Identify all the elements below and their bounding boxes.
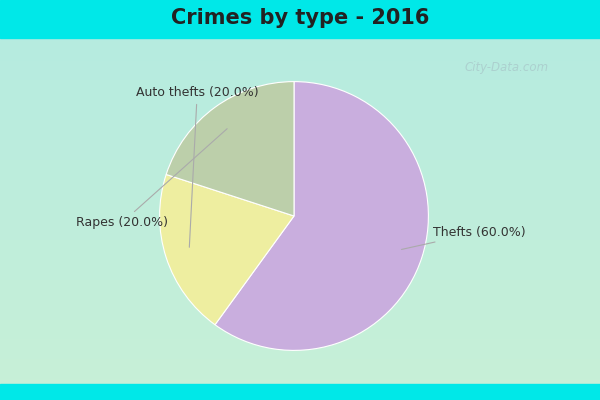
Text: Crimes by type - 2016: Crimes by type - 2016 [171,8,429,28]
Wedge shape [215,82,428,350]
Bar [0,384,600,400]
Text: Auto thefts (20.0%): Auto thefts (20.0%) [136,86,259,247]
Text: Thefts (60.0%): Thefts (60.0%) [401,226,526,250]
Wedge shape [166,82,294,216]
Bar [0,0,600,38]
Text: City-Data.com: City-Data.com [465,62,549,74]
Text: Rapes (20.0%): Rapes (20.0%) [76,129,227,229]
Wedge shape [160,174,294,325]
